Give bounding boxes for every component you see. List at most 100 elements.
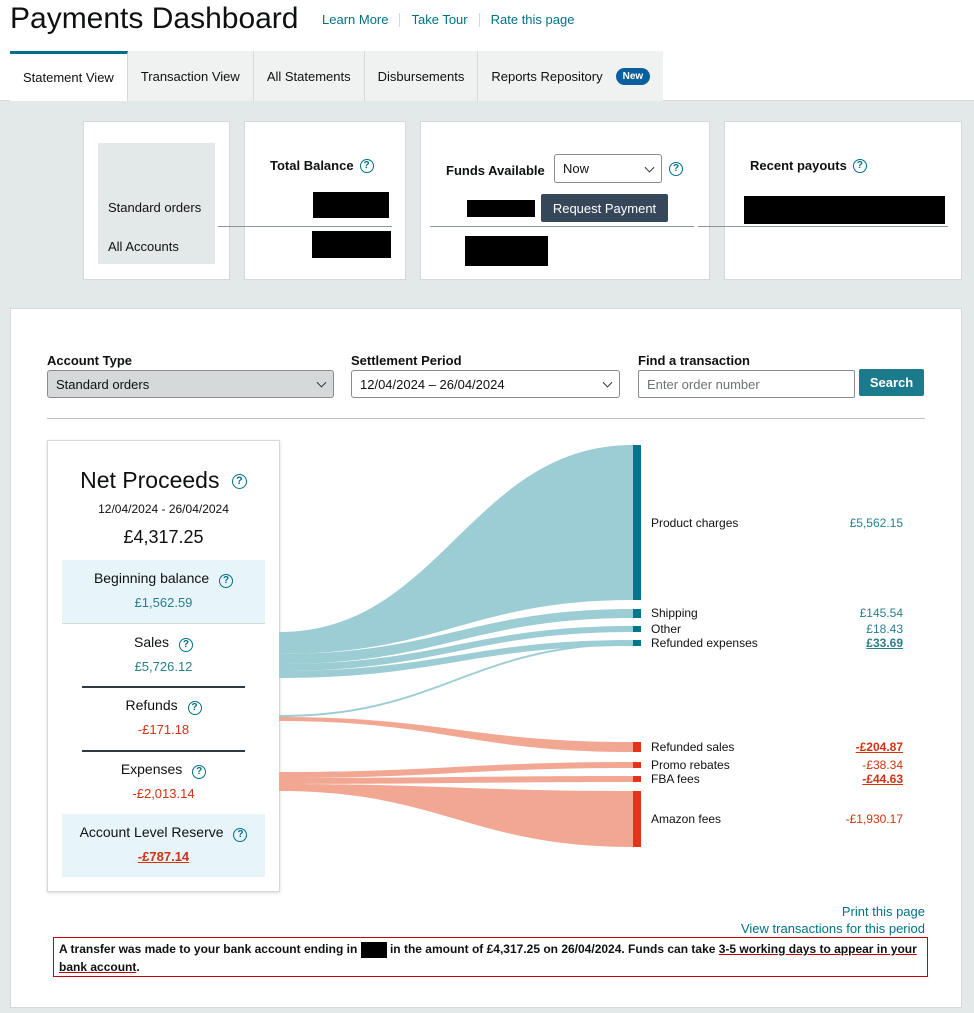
help-icon[interactable]: ? xyxy=(219,574,234,588)
help-icon[interactable]: ? xyxy=(178,638,193,652)
redacted-value xyxy=(313,192,389,218)
account-type-label: Account Type xyxy=(47,353,132,368)
flow-refunded-expenses-from-refunds xyxy=(279,643,633,717)
section-separator xyxy=(62,623,265,624)
chevron-down-icon xyxy=(644,162,655,173)
breakdown-label: Other xyxy=(651,622,682,636)
rate-page-link[interactable]: Rate this page xyxy=(478,13,586,27)
bar-other xyxy=(633,626,641,632)
flow-promo-rebates xyxy=(279,762,633,778)
flow-refunded-expenses xyxy=(279,640,633,678)
refunds-value: -£171.18 xyxy=(137,722,190,737)
section-separator xyxy=(82,750,245,752)
breakdown-label: Refunded sales xyxy=(651,740,735,754)
account-type-select[interactable]: Standard orders xyxy=(47,370,334,398)
filter-divider xyxy=(47,418,925,419)
flow-shipping xyxy=(279,609,633,664)
settlement-period-select[interactable]: 12/04/2024 – 26/04/2024 xyxy=(351,370,620,398)
transfer-notice: A transfer was made to your bank account… xyxy=(53,937,928,977)
tab-reports-repository[interactable]: Reports Repository New xyxy=(478,51,663,101)
header: Payments Dashboard Learn More Take Tour … xyxy=(0,0,974,101)
help-icon[interactable]: ? xyxy=(192,765,207,779)
take-tour-link[interactable]: Take Tour xyxy=(399,13,478,27)
account-card: Standard orders All Accounts xyxy=(83,121,230,280)
breakdown-value: £145.54 xyxy=(859,606,903,620)
search-button[interactable]: Search xyxy=(859,369,924,396)
breakdown-value: £18.43 xyxy=(866,622,903,636)
tab-statement-view[interactable]: Statement View xyxy=(10,51,128,101)
flow-product-charges xyxy=(279,445,633,654)
bar-fba-fees xyxy=(633,776,641,782)
tab-bar: Statement View Transaction View All Stat… xyxy=(10,51,664,101)
help-icon[interactable]: ? xyxy=(669,162,683,176)
redacted-account-number xyxy=(360,941,387,958)
help-icon[interactable]: ? xyxy=(187,701,202,715)
recent-payouts-title: Recent payouts? xyxy=(750,158,867,173)
tab-disbursements[interactable]: Disbursements xyxy=(365,51,479,101)
account-level-reserve-value[interactable]: -£787.14 xyxy=(137,849,190,864)
funds-timing-select[interactable]: Now xyxy=(554,154,662,183)
refunds-section: Refunds ? -£171.18 xyxy=(62,687,265,750)
breakdown-value: £5,562.15 xyxy=(849,516,903,530)
bar-amazon-fees xyxy=(633,791,641,847)
beginning-balance-value: £1,562.59 xyxy=(134,595,193,610)
net-proceeds-total: £4,317.25 xyxy=(123,527,204,547)
redacted-value xyxy=(465,236,548,266)
bar-promo-rebates xyxy=(633,762,641,768)
breakdown-value-link[interactable]: £33.69 xyxy=(866,636,903,650)
breakdown-sankey xyxy=(279,445,641,847)
learn-more-link[interactable]: Learn More xyxy=(322,12,389,27)
account-label-box: Standard orders All Accounts xyxy=(98,143,215,264)
breakdown-value: -£1,930.17 xyxy=(845,812,903,826)
row-separator xyxy=(218,226,392,227)
bar-refunded-expenses xyxy=(633,640,641,646)
breakdown-value-link[interactable]: -£44.63 xyxy=(862,772,903,786)
breakdown-label: Shipping xyxy=(651,606,698,620)
account-level-reserve-section: Account Level Reserve ? -£787.14 xyxy=(62,814,265,877)
net-proceeds-title: Net Proceeds ? xyxy=(48,467,279,494)
beginning-balance-section: Beginning balance ? £1,562.59 xyxy=(62,560,265,623)
bar-product-charges xyxy=(633,445,641,600)
print-page-link[interactable]: Print this page xyxy=(841,904,925,919)
statement-panel: Account Type Standard orders Settlement … xyxy=(10,308,962,1008)
sales-value: £5,726.12 xyxy=(134,659,193,674)
breakdown-label: Amazon fees xyxy=(651,812,722,826)
help-icon[interactable]: ? xyxy=(852,158,867,173)
expenses-section: Expenses ? -£2,013.14 xyxy=(62,751,265,814)
total-balance-card: Total Balance? xyxy=(244,121,406,280)
breakdown-label: FBA fees xyxy=(651,772,700,786)
bar-shipping xyxy=(633,609,641,618)
settlement-period-label: Settlement Period xyxy=(351,353,462,368)
total-balance-title: Total Balance? xyxy=(270,158,374,173)
order-number-input[interactable]: Enter order number xyxy=(638,370,855,398)
find-transaction-label: Find a transaction xyxy=(638,353,750,368)
bar-refunded-sales xyxy=(633,742,641,752)
breakdown-value-link[interactable]: -£204.87 xyxy=(855,740,903,754)
help-icon[interactable]: ? xyxy=(231,474,247,490)
row-separator xyxy=(698,226,948,227)
tab-transaction-view[interactable]: Transaction View xyxy=(128,51,254,101)
view-transactions-link[interactable]: View transactions for this period xyxy=(740,921,925,936)
recent-payouts-card: Recent payouts? xyxy=(724,121,962,280)
help-icon[interactable]: ? xyxy=(359,158,374,173)
funds-available-title: Funds Available xyxy=(446,163,545,178)
redacted-value xyxy=(467,200,535,217)
sales-section: Sales ? £5,726.12 xyxy=(62,624,265,687)
expenses-value: -£2,013.14 xyxy=(132,786,195,801)
flow-amazon-fees xyxy=(279,784,633,847)
flow-fba-fees xyxy=(279,776,633,784)
section-separator xyxy=(82,686,245,688)
row-label-standard-orders: Standard orders xyxy=(108,200,202,215)
tab-all-statements[interactable]: All Statements xyxy=(254,51,365,101)
row-separator xyxy=(430,226,694,227)
flow-other xyxy=(279,626,633,671)
request-payment-button[interactable]: Request Payment xyxy=(541,194,668,222)
breakdown-label: Refunded expenses xyxy=(651,636,758,650)
page-title: Payments Dashboard xyxy=(10,2,299,35)
redacted-value xyxy=(312,231,391,258)
flow-refunded-sales xyxy=(279,717,633,752)
header-links: Learn More Take Tour Rate this page xyxy=(322,13,585,27)
breakdown-label: Promo rebates xyxy=(651,758,730,772)
help-icon[interactable]: ? xyxy=(233,828,248,842)
net-proceeds-period: 12/04/2024 - 26/04/2024 xyxy=(98,502,229,516)
